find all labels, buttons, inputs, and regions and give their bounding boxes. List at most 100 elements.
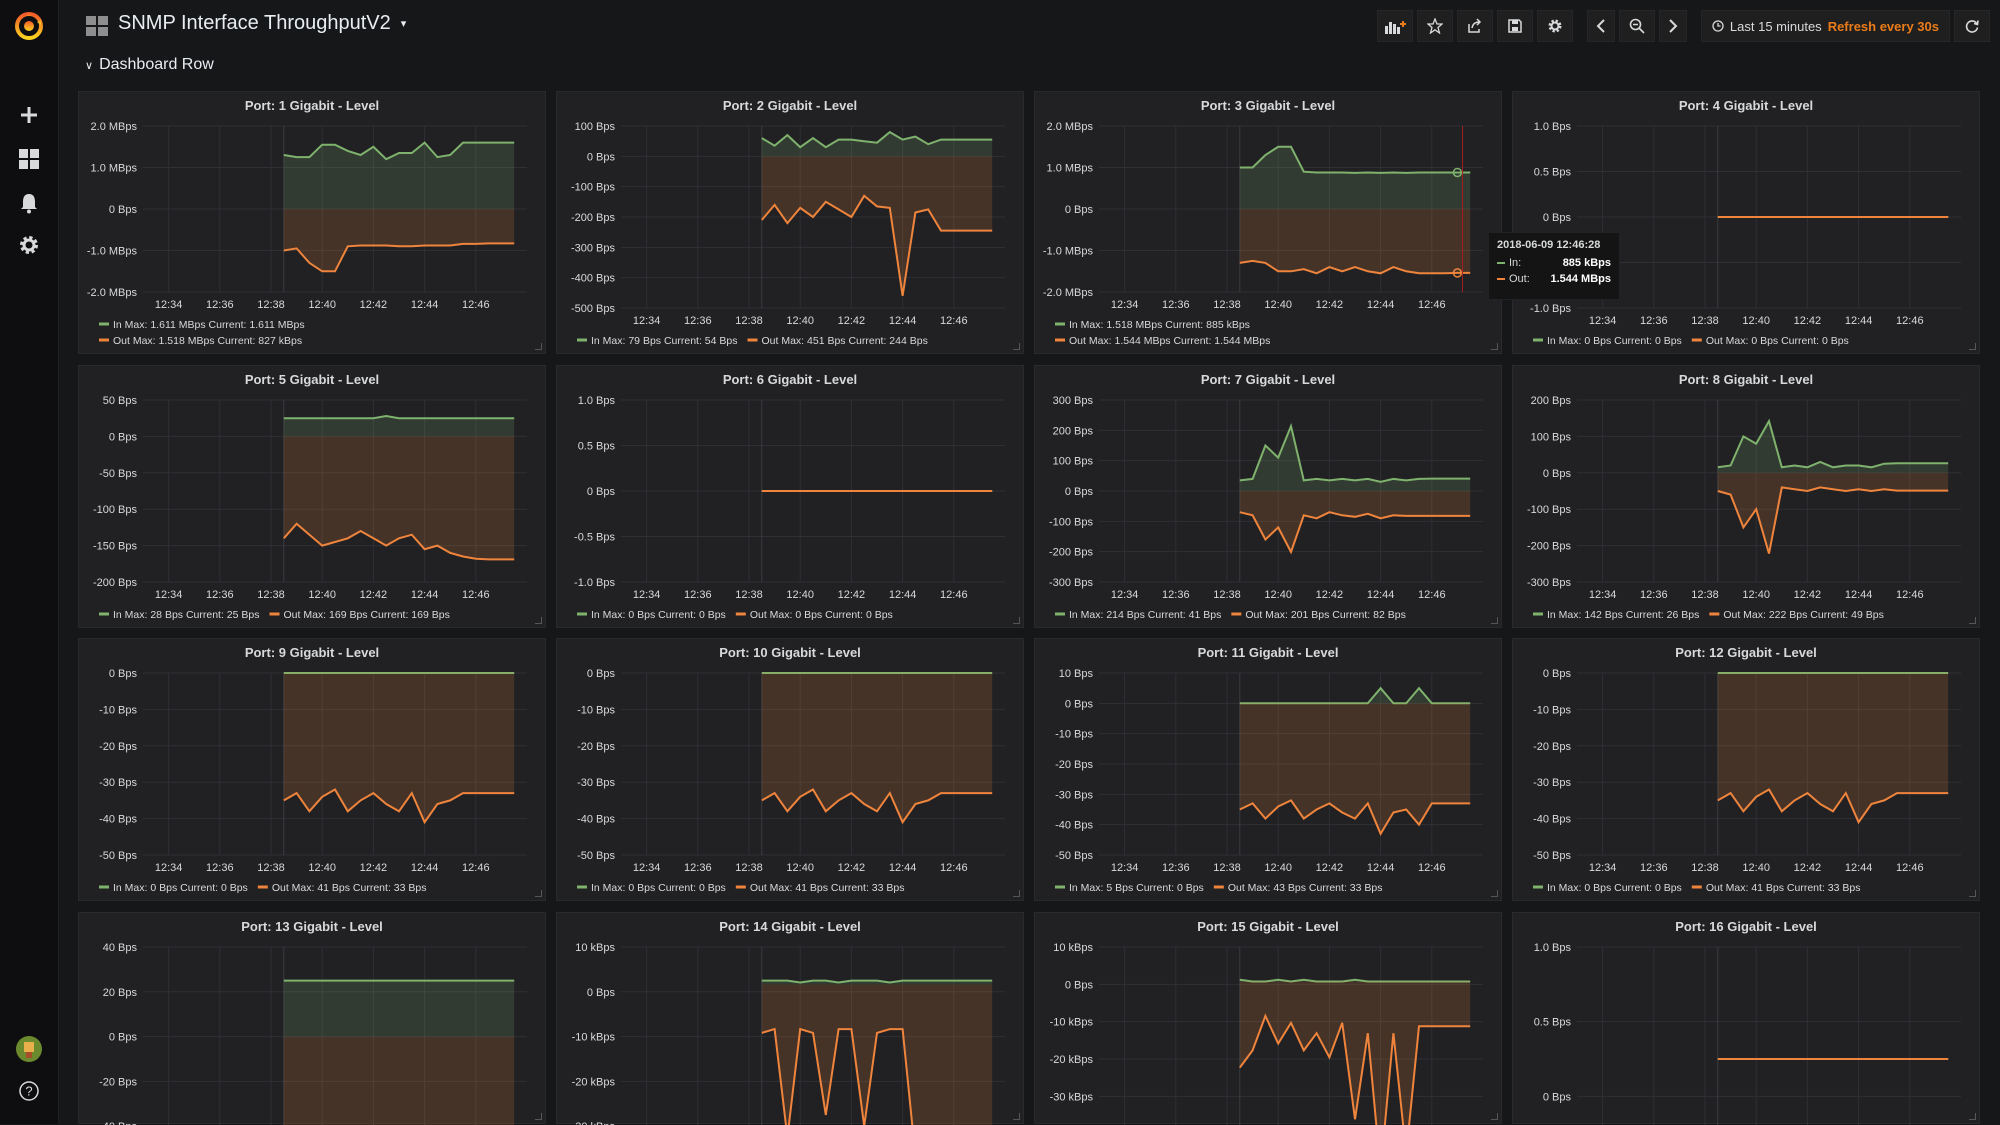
legend-item-in[interactable]: In Max: 0 Bps Current: 0 Bps <box>591 609 726 621</box>
graph-panel[interactable]: Port: 6 Gigabit - Level 1.0 Bps 0.5 Bps 0 B… <box>556 365 1024 628</box>
plus-icon[interactable] <box>0 100 58 130</box>
time-back-button[interactable] <box>1586 10 1615 42</box>
add-panel-button[interactable] <box>1376 10 1413 42</box>
panel-title[interactable]: Port: 12 Gigabit - Level <box>1675 645 1817 660</box>
help-icon[interactable]: ? <box>0 1076 58 1106</box>
graph-panel[interactable]: Port: 14 Gigabit - Level 10 kBps 0 Bps -10 … <box>556 912 1025 1125</box>
graph-svg[interactable]: 0 Bps -10 Bps -20 Bps -30 Bps -40 Bps -50 Bps… <box>79 639 547 902</box>
panel-title[interactable]: Port: 1 Gigabit - Level <box>244 98 380 113</box>
settings-button[interactable] <box>1536 10 1573 42</box>
panel-title[interactable]: Port: 7 Gigabit - Level <box>1200 372 1336 387</box>
panel-resize-handle[interactable] <box>1969 1113 1976 1120</box>
graph-svg[interactable]: 0 Bps -10 Bps -20 Bps -30 Bps -40 Bps -50 Bps… <box>557 639 1025 902</box>
graph-svg[interactable]: 0 Bps -10 Bps -20 Bps -30 Bps -40 Bps -50 Bps… <box>1513 639 1981 902</box>
graph-svg[interactable]: 2.0 MBps 1.0 MBps 0 Bps -1.0 MBps -2.0 MBps 1… <box>1035 92 1503 355</box>
graph-panel[interactable]: Port: 15 Gigabit - Level 10 kBps 0 Bps -10 … <box>1034 912 1503 1125</box>
panel-resize-handle[interactable] <box>1013 1113 1020 1120</box>
graph-panel[interactable]: Port: 8 Gigabit - Level 200 Bps 100 Bps 0 B… <box>1512 365 1980 628</box>
dashboard-row-header[interactable]: ∨ Dashboard Row <box>85 56 214 74</box>
graph-svg[interactable]: 10 Bps 0 Bps -10 Bps -20 Bps -30 Bps -40 Bps -… <box>1035 639 1503 902</box>
legend-item-out[interactable]: Out Max: 41 Bps Current: 33 Bps <box>1706 882 1861 894</box>
panel-title[interactable]: Port: 14 Gigabit - Level <box>719 919 861 934</box>
legend-item-in[interactable]: In Max: 214 Bps Current: 41 Bps <box>1069 609 1221 621</box>
graph-panel[interactable]: Port: 7 Gigabit - Level 300 Bps 200 Bps 100… <box>1034 365 1502 628</box>
graph-panel[interactable]: Port: 3 Gigabit - Level 2.0 MBps 1.0 MBps 0… <box>1034 91 1502 354</box>
panel-resize-handle[interactable] <box>1969 617 1976 624</box>
legend-item-in[interactable]: In Max: 1.611 MBps Current: 1.611 MBps <box>113 319 305 331</box>
panel-resize-handle[interactable] <box>1491 1113 1498 1120</box>
panel-title[interactable]: Port: 4 Gigabit - Level <box>1678 98 1814 113</box>
panel-resize-handle[interactable] <box>535 890 542 897</box>
graph-panel[interactable]: Port: 11 Gigabit - Level 10 Bps 0 Bps -10 B… <box>1034 638 1502 901</box>
legend-item-in[interactable]: In Max: 0 Bps Current: 0 Bps <box>591 882 726 894</box>
graph-svg[interactable]: 100 Bps 0 Bps -100 Bps -200 Bps -300 Bps -400… <box>557 92 1025 355</box>
grafana-logo-icon[interactable] <box>0 8 58 44</box>
panel-title[interactable]: Port: 5 Gigabit - Level <box>244 372 380 387</box>
legend-item-out[interactable]: Out Max: 1.518 MBps Current: 827 kBps <box>113 335 302 347</box>
dashboard-title[interactable]: SNMP Interface ThroughputV2 ▾ <box>118 12 406 35</box>
legend-item-out[interactable]: Out Max: 0 Bps Current: 0 Bps <box>1706 335 1849 347</box>
graph-panel[interactable]: Port: 13 Gigabit - Level 40 Bps 20 Bps 0 Bp… <box>78 912 547 1125</box>
dashboards-icon[interactable] <box>0 144 58 174</box>
share-button[interactable] <box>1456 10 1493 42</box>
panel-title[interactable]: Port: 16 Gigabit - Level <box>1675 919 1817 934</box>
panel-resize-handle[interactable] <box>535 343 542 350</box>
panel-title[interactable]: Port: 13 Gigabit - Level <box>241 919 383 934</box>
legend-item-in[interactable]: In Max: 0 Bps Current: 0 Bps <box>1547 882 1682 894</box>
panel-resize-handle[interactable] <box>535 617 542 624</box>
panel-resize-handle[interactable] <box>1969 343 1976 350</box>
legend-item-out[interactable]: Out Max: 1.544 MBps Current: 1.544 MBps <box>1069 335 1270 347</box>
graph-svg[interactable]: 300 Bps 200 Bps 100 Bps 0 Bps -100 Bps -200 B… <box>1035 366 1503 629</box>
graph-panel[interactable]: Port: 10 Gigabit - Level 0 Bps -10 Bps -20 … <box>556 638 1024 901</box>
graph-panel[interactable]: Port: 16 Gigabit - Level 1.0 Bps 0.5 Bps 0 … <box>1512 912 1981 1125</box>
legend-item-out[interactable]: Out Max: 41 Bps Current: 33 Bps <box>750 882 905 894</box>
graph-svg[interactable]: 200 Bps 100 Bps 0 Bps -100 Bps -200 Bps -300 … <box>1513 366 1981 629</box>
legend-item-out[interactable]: Out Max: 201 Bps Current: 82 Bps <box>1245 609 1406 621</box>
star-button[interactable] <box>1416 10 1453 42</box>
panel-title[interactable]: Port: 3 Gigabit - Level <box>1200 98 1336 113</box>
legend-item-in[interactable]: In Max: 28 Bps Current: 25 Bps <box>113 609 260 621</box>
legend-item-out[interactable]: Out Max: 222 Bps Current: 49 Bps <box>1723 609 1884 621</box>
gear-icon[interactable] <box>0 230 58 260</box>
graph-panel[interactable]: Port: 9 Gigabit - Level 0 Bps -10 Bps -20 B… <box>78 638 546 901</box>
legend-item-in[interactable]: In Max: 79 Bps Current: 54 Bps <box>591 335 738 347</box>
graph-panel[interactable]: Port: 4 Gigabit - Level 1.0 Bps 0.5 Bps 0 B… <box>1512 91 1980 354</box>
legend-item-in[interactable]: In Max: 0 Bps Current: 0 Bps <box>113 882 248 894</box>
panel-resize-handle[interactable] <box>1013 343 1020 350</box>
zoom-out-button[interactable] <box>1618 10 1655 42</box>
legend-item-out[interactable]: Out Max: 451 Bps Current: 244 Bps <box>762 335 928 347</box>
time-picker-button[interactable]: Last 15 minutes Refresh every 30s <box>1700 10 1950 42</box>
panel-resize-handle[interactable] <box>1491 617 1498 624</box>
panel-resize-handle[interactable] <box>1013 890 1020 897</box>
legend-item-in[interactable]: In Max: 5 Bps Current: 0 Bps <box>1069 882 1204 894</box>
panel-resize-handle[interactable] <box>1969 890 1976 897</box>
panel-resize-handle[interactable] <box>1013 617 1020 624</box>
panel-title[interactable]: Port: 6 Gigabit - Level <box>722 372 858 387</box>
bell-icon[interactable] <box>0 188 58 218</box>
save-button[interactable] <box>1496 10 1533 42</box>
graph-panel[interactable]: Port: 1 Gigabit - Level 2.0 MBps 1.0 MBps 0… <box>78 91 546 354</box>
refresh-button[interactable] <box>1954 10 1990 42</box>
legend-item-out[interactable]: Out Max: 0 Bps Current: 0 Bps <box>750 609 893 621</box>
panel-title[interactable]: Port: 11 Gigabit - Level <box>1197 645 1339 660</box>
avatar[interactable] <box>0 1034 58 1064</box>
legend-item-out[interactable]: Out Max: 41 Bps Current: 33 Bps <box>272 882 427 894</box>
graph-panel[interactable]: Port: 5 Gigabit - Level 50 Bps 0 Bps -50 Bp… <box>78 365 546 628</box>
legend-item-out[interactable]: Out Max: 43 Bps Current: 33 Bps <box>1228 882 1383 894</box>
legend-item-out[interactable]: Out Max: 169 Bps Current: 169 Bps <box>284 609 450 621</box>
graph-panel[interactable]: Port: 12 Gigabit - Level 0 Bps -10 Bps -20 … <box>1512 638 1980 901</box>
panel-resize-handle[interactable] <box>1491 343 1498 350</box>
time-forward-button[interactable] <box>1658 10 1687 42</box>
graph-panel[interactable]: Port: 2 Gigabit - Level 100 Bps 0 Bps -100 … <box>556 91 1024 354</box>
panel-title[interactable]: Port: 2 Gigabit - Level <box>722 98 858 113</box>
panel-title[interactable]: Port: 15 Gigabit - Level <box>1197 919 1339 934</box>
panel-resize-handle[interactable] <box>535 1113 542 1120</box>
panel-resize-handle[interactable] <box>1491 890 1498 897</box>
panel-title[interactable]: Port: 10 Gigabit - Level <box>719 645 861 660</box>
